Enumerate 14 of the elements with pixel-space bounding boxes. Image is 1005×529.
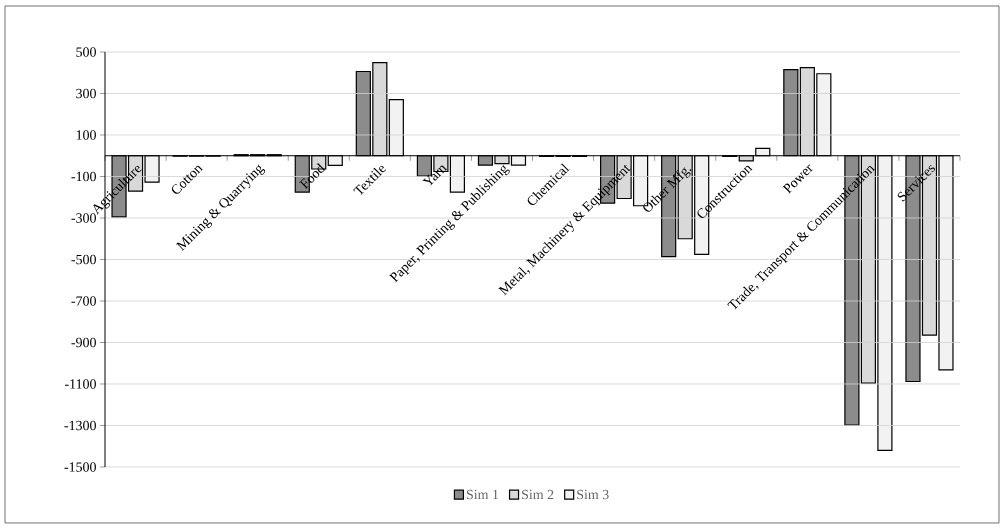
y-tick-label: -900 <box>71 337 96 348</box>
y-tick-label: -1500 <box>64 462 96 472</box>
y-tick-label: 300 <box>76 88 96 99</box>
y-tick-label: 100 <box>76 130 96 140</box>
y-tick-label: -500 <box>71 254 96 265</box>
y-tick-label: -1300 <box>64 420 96 431</box>
y-tick-label: -300 <box>71 213 96 223</box>
legend-label: Sim 2 <box>522 489 554 500</box>
legend-label: Sim 1 <box>466 489 499 500</box>
y-tick-label: -1100 <box>64 379 96 389</box>
y-tick-label: -700 <box>71 296 96 306</box>
x-tick-label: Yarn <box>422 165 448 186</box>
y-tick-label: 500 <box>76 47 96 57</box>
legend-label: Sim 3 <box>577 489 609 500</box>
